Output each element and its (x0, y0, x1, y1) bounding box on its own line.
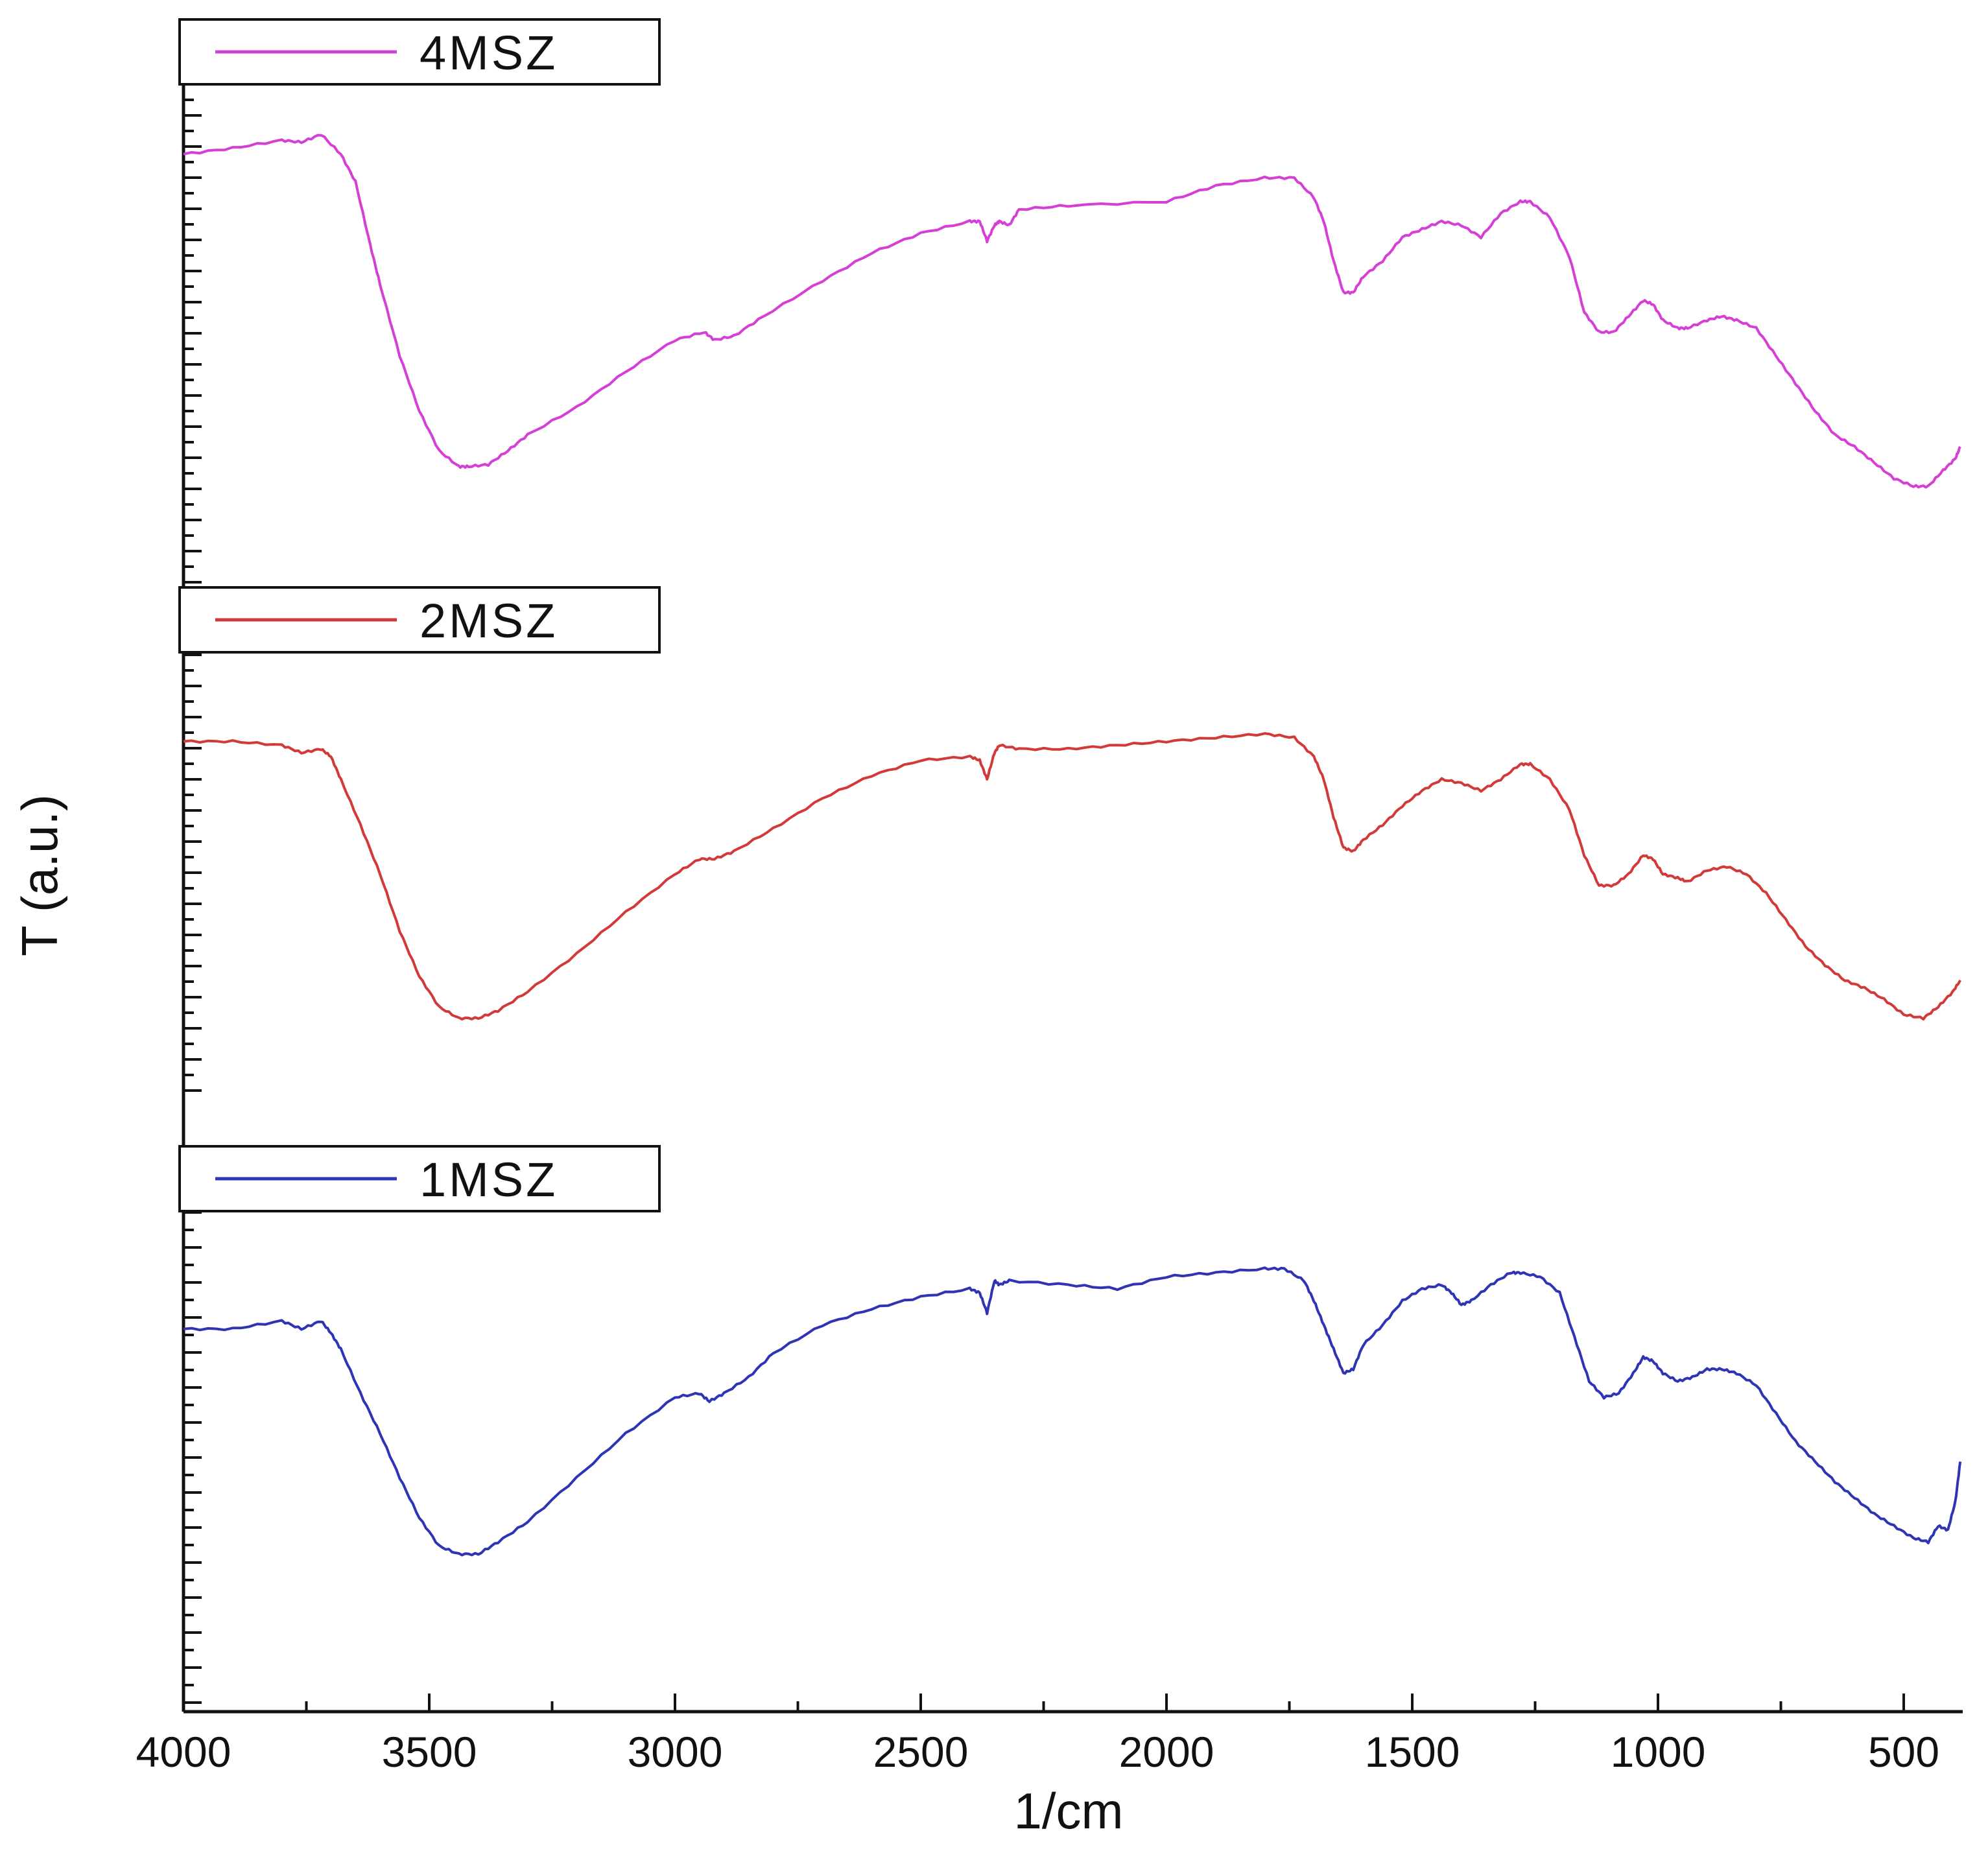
x-axis-title: 1/cm (1013, 1782, 1123, 1839)
y-axis-ticks (183, 83, 202, 1704)
legend-2msz: 2MSZ (178, 586, 661, 654)
plot-area: 4000 3500 3000 2500 2000 1500 1000 500 4MSZ 2MSZ… (136, 18, 1963, 1776)
series-layer (183, 134, 1962, 1557)
legend-label: 2MSZ (420, 594, 558, 648)
series-line-4msz (183, 134, 1961, 489)
x-tick-label: 2500 (873, 1728, 969, 1776)
x-tick-label: 3000 (628, 1728, 723, 1776)
series-line-1msz (183, 1266, 1962, 1557)
legend-label: 4MSZ (420, 26, 558, 80)
legend-1msz: 1MSZ (178, 1145, 661, 1212)
x-tick-label: 2000 (1119, 1728, 1214, 1776)
x-tick-label: 1000 (1611, 1728, 1706, 1776)
x-tick-label: 500 (1868, 1728, 1939, 1776)
legend-layer: 4MSZ 2MSZ 1MSZ (178, 18, 661, 1212)
x-axis-ticks: 4000 3500 3000 2500 2000 1500 1000 500 (136, 1694, 1939, 1776)
series-line-2msz (183, 732, 1961, 1021)
x-tick-label: 3500 (382, 1728, 477, 1776)
legend-label: 1MSZ (420, 1153, 558, 1207)
legend-4msz: 4MSZ (178, 18, 661, 86)
x-tick-label: 4000 (136, 1728, 231, 1776)
y-axis-title: T (a.u.) (11, 794, 68, 956)
x-tick-label: 1500 (1365, 1728, 1460, 1776)
